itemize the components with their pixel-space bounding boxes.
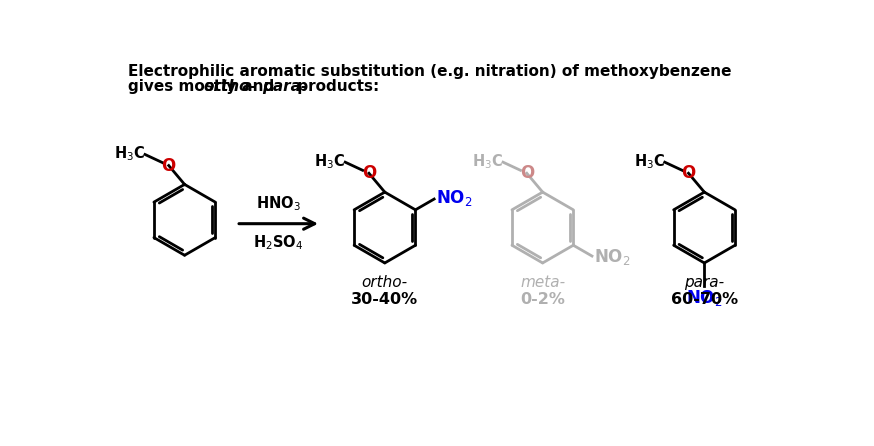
Text: 0-2%: 0-2%	[520, 292, 565, 307]
Text: products:: products:	[292, 79, 378, 94]
Text: 60-70%: 60-70%	[670, 292, 738, 307]
Text: O: O	[520, 164, 534, 182]
Text: O: O	[362, 164, 376, 182]
Text: NO$_2$: NO$_2$	[686, 288, 723, 308]
Text: H$_3$C: H$_3$C	[314, 152, 345, 171]
Text: Electrophilic aromatic substitution (e.g. nitration) of methoxybenzene: Electrophilic aromatic substitution (e.g…	[128, 64, 732, 79]
Text: ortho-: ortho-	[362, 276, 408, 290]
Text: para-: para-	[684, 276, 725, 290]
Text: ortho-: ortho-	[203, 79, 256, 94]
Text: 30-40%: 30-40%	[351, 292, 419, 307]
Text: HNO$_3$: HNO$_3$	[256, 194, 301, 213]
Text: H$_3$C: H$_3$C	[114, 145, 145, 163]
Text: NO$_2$: NO$_2$	[593, 247, 630, 267]
Text: O: O	[162, 157, 176, 174]
Text: O: O	[682, 164, 696, 182]
Text: H$_3$C: H$_3$C	[472, 152, 503, 171]
Text: H$_3$C: H$_3$C	[634, 152, 665, 171]
Text: gives mostly: gives mostly	[128, 79, 242, 94]
Text: and: and	[237, 79, 280, 94]
Text: NO$_2$: NO$_2$	[435, 188, 472, 208]
Text: H$_2$SO$_4$: H$_2$SO$_4$	[253, 233, 304, 252]
Text: meta-: meta-	[520, 276, 565, 290]
Text: para-: para-	[262, 79, 308, 94]
